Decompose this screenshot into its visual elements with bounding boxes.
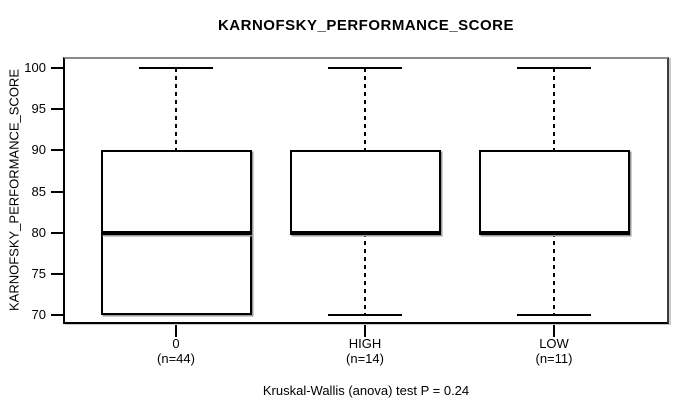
group-n: (n=14) bbox=[346, 350, 384, 366]
y-tick-label: 90 bbox=[31, 142, 46, 158]
y-tick bbox=[51, 149, 63, 152]
y-tick-label: 75 bbox=[31, 265, 46, 281]
lower-whisker bbox=[553, 232, 555, 315]
y-tick bbox=[51, 231, 63, 234]
x-tick bbox=[553, 325, 555, 337]
y-tick bbox=[51, 67, 63, 69]
x-group-label: 0 (n=44) bbox=[106, 336, 246, 366]
y-tick-label: 100 bbox=[24, 60, 46, 75]
y-tick bbox=[51, 314, 63, 316]
whisker-cap-bottom bbox=[517, 314, 591, 316]
group-name: LOW bbox=[539, 336, 569, 351]
x-tick bbox=[175, 325, 177, 337]
median-line bbox=[100, 230, 252, 235]
upper-whisker bbox=[364, 68, 366, 151]
group-name: 0 bbox=[172, 336, 180, 351]
stat-annotation: Kruskal-Wallis (anova) test P = 0.24 bbox=[262, 383, 470, 398]
whisker-cap-bottom bbox=[328, 314, 402, 316]
median-line bbox=[478, 230, 630, 235]
box-q1-q3 bbox=[289, 150, 441, 233]
x-group-label: HIGH (n=14) bbox=[295, 336, 435, 366]
y-tick bbox=[51, 190, 63, 193]
y-tick-label: 85 bbox=[31, 183, 46, 199]
box-q1-q3 bbox=[478, 150, 630, 233]
y-tick bbox=[51, 272, 63, 275]
median-line bbox=[289, 230, 441, 235]
x-tick bbox=[364, 325, 366, 337]
x-group-label: LOW (n=11) bbox=[484, 336, 624, 366]
upper-whisker bbox=[175, 68, 177, 151]
y-tick-label: 70 bbox=[31, 307, 46, 322]
group-n: (n=44) bbox=[157, 350, 195, 366]
chart-title: KARNOFSKY_PERFORMANCE_SCORE bbox=[217, 17, 515, 34]
group-n: (n=11) bbox=[535, 350, 573, 366]
y-tick-label: 95 bbox=[31, 101, 46, 117]
lower-whisker bbox=[364, 232, 366, 315]
group-name: HIGH bbox=[348, 336, 382, 351]
upper-whisker bbox=[553, 68, 555, 151]
y-tick bbox=[51, 108, 63, 111]
y-tick-label: 80 bbox=[31, 224, 46, 240]
